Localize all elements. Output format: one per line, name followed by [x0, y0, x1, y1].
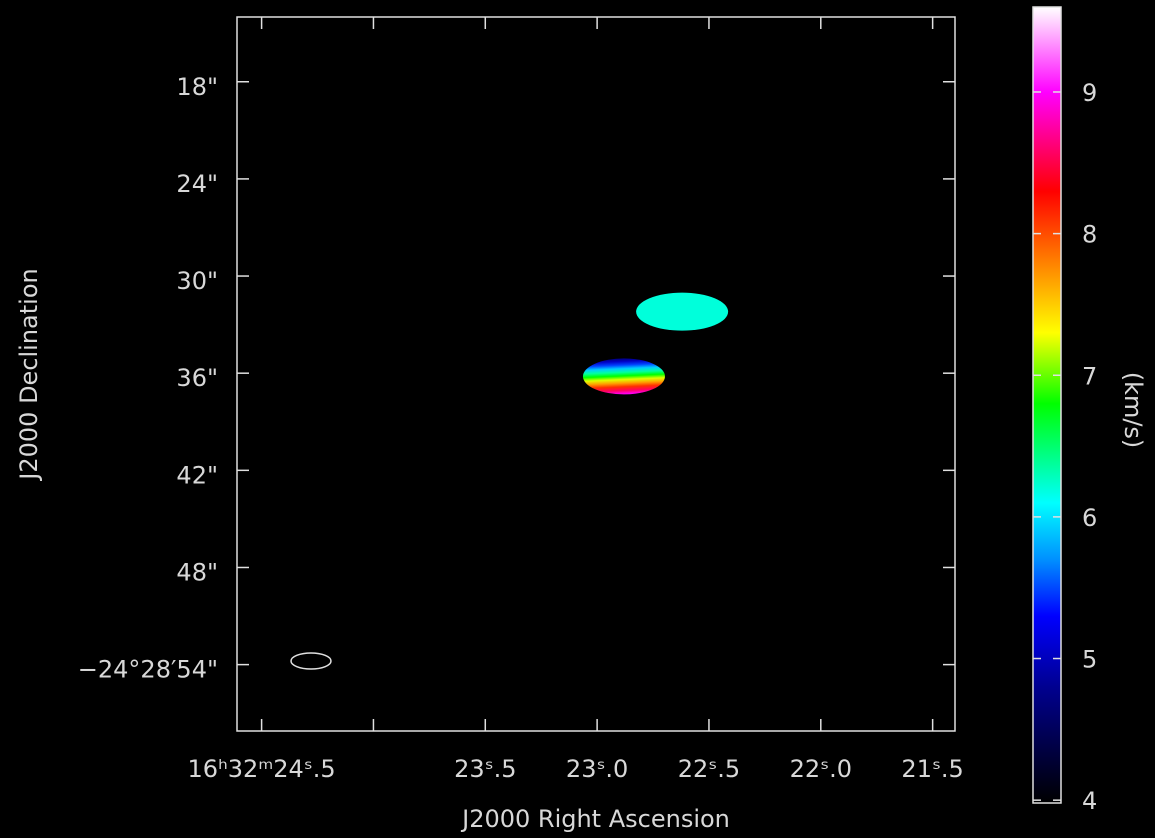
colorbar-label: (km/s) — [1119, 372, 1147, 449]
x-tick-label: 22ˢ.0 — [790, 755, 852, 783]
colorbar-tick-label: 6 — [1082, 504, 1097, 532]
beam — [291, 653, 331, 669]
y-axis-label: J2000 Declination — [15, 268, 43, 481]
y-tick-label: −24°28′54" — [78, 656, 218, 684]
chart: J2000 Right Ascension J2000 Declination … — [0, 0, 1155, 838]
source — [636, 293, 728, 331]
y-tick-label: 36" — [176, 364, 218, 392]
x-tick-label: 21ˢ.5 — [901, 755, 963, 783]
source — [583, 358, 665, 394]
x-tick-label: 23ˢ.5 — [454, 755, 516, 783]
y-tick-label: 24" — [176, 170, 218, 198]
colorbar-tick-label: 4 — [1082, 787, 1097, 815]
x-tick-label: 22ˢ.5 — [678, 755, 740, 783]
y-tick-label: 42" — [176, 461, 218, 489]
x-axis-label: J2000 Right Ascension — [460, 805, 730, 833]
x-tick-label: 16ʰ32ᵐ24ˢ.5 — [188, 755, 336, 783]
colorbar-tick-label: 9 — [1082, 79, 1097, 107]
page: {"chart_data": { "type": "image", "xlabe… — [0, 0, 1155, 838]
colorbar — [1033, 7, 1061, 803]
y-tick-label: 48" — [176, 558, 218, 586]
y-tick-label: 30" — [176, 267, 218, 295]
colorbar-tick-label: 8 — [1082, 221, 1097, 249]
colorbar-tick-label: 5 — [1082, 646, 1097, 674]
colorbar-tick-label: 7 — [1082, 362, 1097, 390]
y-tick-label: 18" — [176, 73, 218, 101]
x-tick-label: 23ˢ.0 — [566, 755, 628, 783]
